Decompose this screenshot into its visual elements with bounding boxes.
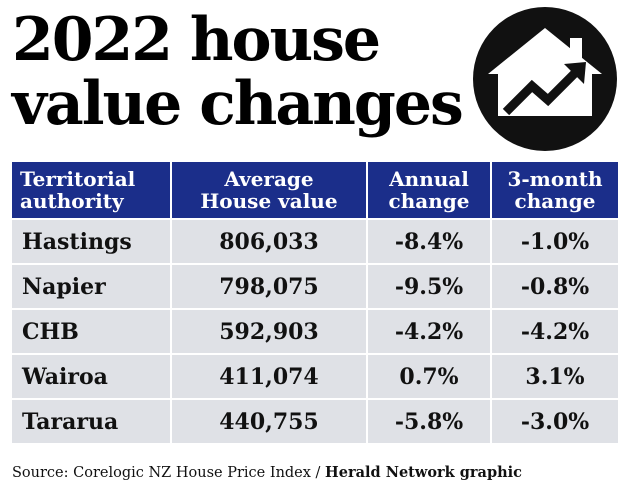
header-3-month-change: 3-month change bbox=[490, 160, 620, 220]
title-line-2: value changes bbox=[12, 69, 464, 139]
cell-annual-change: 0.7% bbox=[366, 353, 492, 400]
cell-3-month-change: -3.0% bbox=[490, 398, 620, 445]
cell-average-value: 440,755 bbox=[170, 398, 368, 445]
table-row: Napier 798,075 -9.5% -0.8% bbox=[10, 263, 620, 310]
cell-average-value: 806,033 bbox=[170, 218, 368, 265]
cell-annual-change: -5.8% bbox=[366, 398, 492, 445]
table-row: CHB 592,903 -4.2% -4.2% bbox=[10, 308, 620, 355]
cell-annual-change: -8.4% bbox=[366, 218, 492, 265]
cell-authority: Wairoa bbox=[10, 353, 172, 400]
table-header-row: Territorial authority Average House value … bbox=[10, 160, 620, 220]
cell-authority: Tararua bbox=[10, 398, 172, 445]
cell-3-month-change: 3.1% bbox=[490, 353, 620, 400]
house-value-table: Territorial authority Average House value … bbox=[10, 160, 620, 445]
header-annual-change: Annual change bbox=[366, 160, 492, 220]
cell-average-value: 592,903 bbox=[170, 308, 368, 355]
cell-annual-change: -9.5% bbox=[366, 263, 492, 310]
cell-3-month-change: -0.8% bbox=[490, 263, 620, 310]
table-row: Tararua 440,755 -5.8% -3.0% bbox=[10, 398, 620, 445]
source-credit: Herald Network graphic bbox=[325, 464, 522, 481]
table-row: Wairoa 411,074 0.7% 3.1% bbox=[10, 353, 620, 400]
source-text: Source: Corelogic NZ House Price Index / bbox=[12, 465, 321, 481]
table-row: Hastings 806,033 -8.4% -1.0% bbox=[10, 218, 620, 265]
source-note: Source: Corelogic NZ House Price Index /… bbox=[12, 464, 622, 481]
cell-annual-change: -4.2% bbox=[366, 308, 492, 355]
page-title: 2022 house value changes bbox=[12, 8, 482, 136]
cell-average-value: 798,075 bbox=[170, 263, 368, 310]
cell-3-month-change: -4.2% bbox=[490, 308, 620, 355]
cell-authority: CHB bbox=[10, 308, 172, 355]
house-rising-arrow-icon bbox=[473, 7, 617, 151]
cell-authority: Napier bbox=[10, 263, 172, 310]
header-territorial-authority: Territorial authority bbox=[10, 160, 172, 220]
header-average-house-value: Average House value bbox=[170, 160, 368, 220]
title-line-1: 2022 house bbox=[12, 5, 381, 75]
cell-authority: Hastings bbox=[10, 218, 172, 265]
cell-average-value: 411,074 bbox=[170, 353, 368, 400]
cell-3-month-change: -1.0% bbox=[490, 218, 620, 265]
